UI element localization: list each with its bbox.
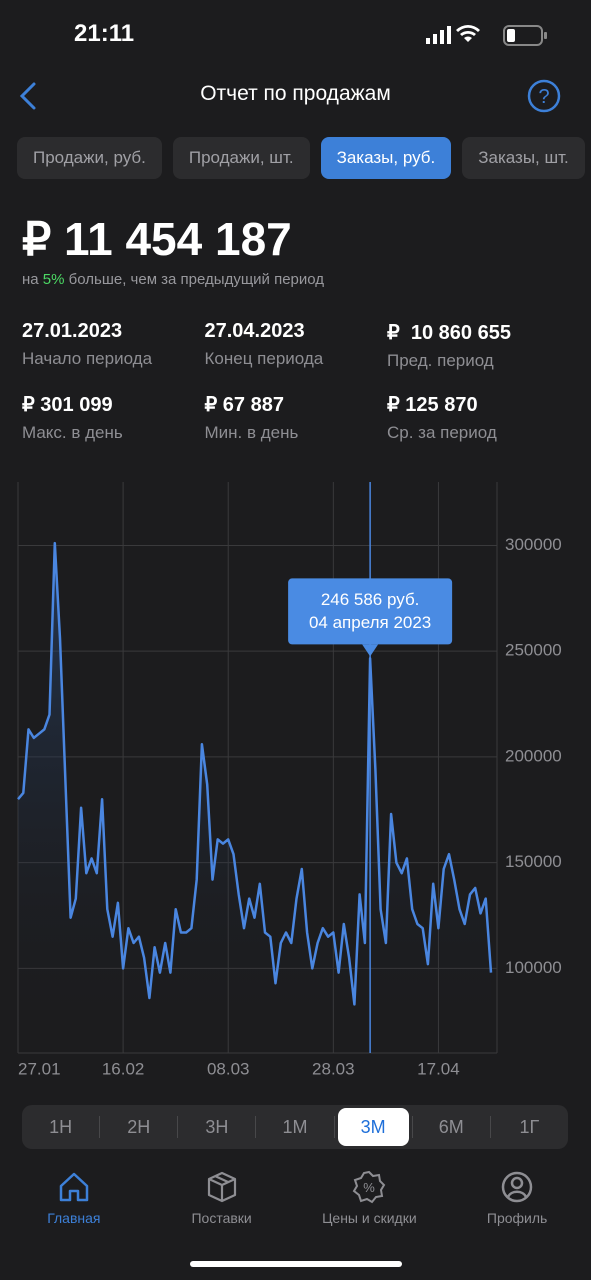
stat-value: 27.01.2023: [22, 320, 123, 342]
back-button[interactable]: [14, 80, 44, 112]
tab-bar: Главная Поставки% Цены и скидки Профиль: [0, 1170, 591, 1226]
change-suffix: больше, чем за предыдущий период: [64, 271, 325, 288]
tooltip: [288, 578, 453, 645]
tab[interactable]: Заказы, шт.: [462, 137, 585, 179]
status-icons: [426, 25, 547, 46]
separator: [255, 1116, 257, 1138]
home-indicator: [190, 1261, 402, 1267]
stat-label: Макс. в день: [22, 423, 123, 442]
stat-value: ₽ 10 860 655: [387, 322, 511, 344]
separator: [177, 1116, 179, 1138]
stat: ₽ 10 860 655 Пред. период: [387, 320, 567, 371]
stat-value: ₽ 301 099: [22, 394, 113, 416]
stat: 27.01.2023 Начало периода: [22, 320, 202, 369]
tab[interactable]: Продажи, руб.: [17, 137, 162, 179]
nav-icon: [207, 1171, 236, 1203]
svg-text:%: %: [364, 1180, 376, 1195]
y-tick-label: 250000: [505, 641, 562, 660]
separator: [489, 1116, 491, 1138]
range-selector: 1Н 2Н 3Н 1М 3М 6М 1Г: [22, 1105, 568, 1149]
line: [17, 541, 493, 1006]
nav-icon: [59, 1172, 89, 1202]
total: ₽ 11 454 187: [22, 213, 292, 265]
x-tick-label: 27.01: [18, 1059, 61, 1078]
nav-item[interactable]: Поставки: [148, 1170, 296, 1226]
range-option[interactable]: 3Н: [205, 1117, 229, 1137]
area: [18, 543, 491, 1053]
nav-icon: [501, 1171, 533, 1203]
range-option[interactable]: 3М: [337, 1108, 409, 1146]
chart: 100000 150000 200000 250000 300000 27.01 16.02…: [17, 482, 562, 1078]
stat-label: Конец периода: [204, 349, 324, 368]
change-value: 5%: [42, 271, 65, 288]
nav-item[interactable]: % Цены и скидки: [296, 1170, 444, 1226]
x-tick-label: 17.04: [417, 1059, 460, 1078]
tabs: Продажи, руб. Продажи, шт. Заказы, руб. Зак…: [17, 137, 591, 179]
y-tick-label: 100000: [505, 958, 562, 977]
stat-label: Ср. за период: [387, 423, 497, 442]
y-tick-label: 200000: [505, 746, 562, 765]
stat-value: ₽ 67 887: [204, 394, 284, 416]
page-title: Отчет по продажам: [200, 82, 391, 105]
nav-label: Поставки: [191, 1210, 252, 1226]
stat-value: ₽ 125 870: [387, 394, 478, 416]
separator: [411, 1116, 413, 1138]
separator: [99, 1116, 101, 1138]
stat-label: Начало периода: [22, 349, 153, 368]
x-tick-label: 08.03: [207, 1059, 250, 1078]
change: на 5% больше, чем за предыдущий период: [22, 271, 324, 288]
nav-label: Профиль: [486, 1210, 548, 1226]
nav-item[interactable]: Главная: [0, 1170, 148, 1226]
nav-icon: %: [353, 1170, 386, 1204]
stat: 27.04.2023 Конец периода: [205, 320, 385, 369]
stat: ₽ 301 099 Макс. в день: [22, 392, 202, 443]
svg-text:?: ?: [538, 86, 549, 108]
y-tick-label: 150000: [505, 852, 562, 871]
x-tick-label: 28.03: [312, 1059, 355, 1078]
range-option[interactable]: 1Н: [49, 1117, 73, 1137]
change-prefix: на: [22, 271, 43, 288]
stat-label: Пред. период: [387, 351, 494, 370]
range-option[interactable]: 2Н: [127, 1117, 151, 1137]
stat: ₽ 125 870 Ср. за период: [387, 392, 567, 443]
range-option[interactable]: 1М: [282, 1117, 308, 1137]
x-tick-label: 16.02: [102, 1059, 145, 1078]
y-tick-label: 300000: [505, 535, 562, 554]
stat-label: Мин. в день: [204, 423, 299, 442]
tab[interactable]: Заказы, руб.: [320, 137, 452, 179]
status-time: 21:11: [74, 20, 135, 47]
nav-item[interactable]: Профиль: [443, 1170, 591, 1226]
tooltip-pointer: [362, 644, 379, 657]
range-option[interactable]: 1Г: [519, 1117, 540, 1137]
help-button[interactable]: ?: [527, 79, 561, 113]
tab[interactable]: Продажи, шт.: [172, 137, 310, 179]
nav-label: Главная: [47, 1210, 101, 1226]
range-option[interactable]: 6М: [438, 1117, 464, 1137]
tooltip-value: 246 586 руб.: [321, 590, 420, 609]
nav-label: Цены и скидки: [322, 1210, 417, 1226]
stat: ₽ 67 887 Мин. в день: [205, 392, 385, 443]
stat-value: 27.04.2023: [204, 320, 305, 342]
separator: [333, 1116, 335, 1138]
tooltip-date: 04 апреля 2023: [309, 613, 431, 632]
